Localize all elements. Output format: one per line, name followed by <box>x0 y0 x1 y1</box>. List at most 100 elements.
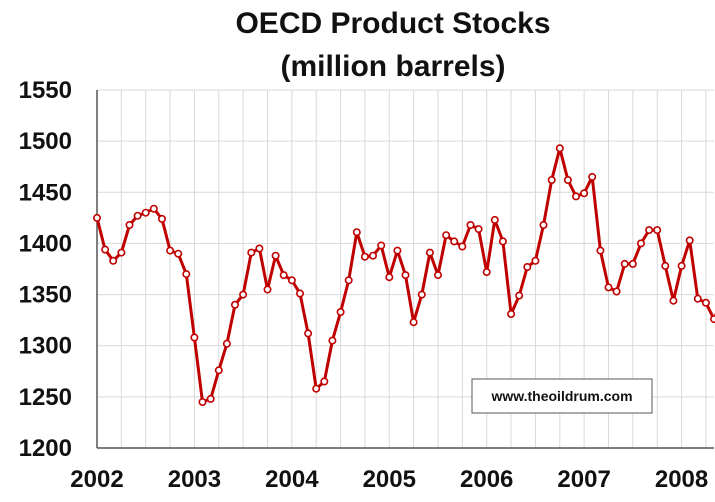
data-point <box>677 261 686 270</box>
data-point <box>425 248 434 257</box>
data-point <box>287 276 296 285</box>
data-point <box>645 226 654 235</box>
data-point <box>669 296 678 305</box>
data-point <box>490 215 499 224</box>
y-tick-label: 1250 <box>19 384 72 411</box>
data-point <box>117 248 126 257</box>
data-point <box>125 221 134 230</box>
data-point <box>474 225 483 234</box>
data-point <box>158 214 167 223</box>
data-point <box>612 287 621 296</box>
data-point <box>368 251 377 260</box>
data-point <box>433 271 442 280</box>
x-tick-label: 2007 <box>557 466 610 493</box>
data-point <box>588 172 597 181</box>
series-line <box>95 146 715 404</box>
data-point <box>360 252 369 261</box>
data-point <box>377 241 386 250</box>
series-oecd-product-stocks <box>93 144 715 406</box>
data-point <box>596 246 605 255</box>
data-point <box>231 300 240 309</box>
x-tick-label: 2006 <box>460 466 513 493</box>
data-point <box>239 290 248 299</box>
data-point <box>539 221 548 230</box>
data-point <box>109 256 118 265</box>
data-point <box>401 271 410 280</box>
y-tick-label: 1350 <box>19 282 72 309</box>
y-tick-label: 1500 <box>19 128 72 155</box>
data-point <box>198 397 207 406</box>
x-tick-label: 2004 <box>265 466 319 493</box>
data-point <box>166 246 175 255</box>
x-tick-label: 2005 <box>363 466 416 493</box>
axes <box>96 90 714 449</box>
data-point <box>182 270 191 279</box>
y-tick-label: 1200 <box>19 435 72 462</box>
data-point <box>604 283 613 292</box>
data-point <box>255 244 264 253</box>
data-point <box>710 315 715 324</box>
data-point <box>393 246 402 255</box>
data-point <box>336 307 345 316</box>
data-point <box>531 256 540 265</box>
data-point <box>620 259 629 268</box>
data-point <box>149 204 158 213</box>
data-point <box>661 261 670 270</box>
data-point <box>515 291 524 300</box>
x-axis-tick-labels: 2002 2003 2004 2005 2006 2007 2008 <box>70 466 708 493</box>
data-point <box>458 242 467 251</box>
data-point <box>450 237 459 246</box>
y-axis-tick-labels: 1200 1250 1300 1350 1400 1450 1500 1550 <box>19 77 72 462</box>
watermark-label: www.theoildrum.com <box>490 388 632 404</box>
data-point <box>417 290 426 299</box>
data-point <box>133 211 142 220</box>
data-point <box>563 176 572 185</box>
data-point <box>628 259 637 268</box>
data-point <box>279 271 288 280</box>
data-point <box>352 228 361 237</box>
data-point <box>304 329 313 338</box>
data-point <box>482 268 491 277</box>
x-tick-label: 2003 <box>168 466 221 493</box>
data-point <box>507 309 516 318</box>
data-point <box>653 226 662 235</box>
data-point <box>685 236 694 245</box>
data-point <box>101 245 110 254</box>
data-point <box>636 239 645 248</box>
data-point <box>701 298 710 307</box>
data-point <box>93 213 102 222</box>
data-point <box>271 251 280 260</box>
chart-title-line1: OECD Product Stocks <box>235 7 550 40</box>
data-point <box>498 237 507 246</box>
data-point <box>344 276 353 285</box>
data-point <box>385 273 394 282</box>
y-tick-label: 1550 <box>19 77 72 104</box>
data-point <box>190 333 199 342</box>
data-point <box>571 192 580 201</box>
data-point <box>312 384 321 393</box>
data-point <box>263 285 272 294</box>
data-point <box>174 249 183 258</box>
data-point <box>523 262 532 271</box>
data-point <box>295 289 304 298</box>
data-point <box>555 144 564 153</box>
data-point <box>206 394 215 403</box>
data-point <box>141 208 150 217</box>
data-point <box>247 248 256 257</box>
x-tick-label: 2008 <box>655 466 708 493</box>
data-point <box>547 176 556 185</box>
data-point <box>214 366 223 375</box>
data-point <box>580 189 589 198</box>
x-tick-label: 2002 <box>70 466 123 493</box>
data-point <box>222 339 231 348</box>
data-point <box>328 336 337 345</box>
data-point <box>693 294 702 303</box>
data-point <box>409 318 418 327</box>
data-point <box>466 221 475 230</box>
y-tick-label: 1300 <box>19 333 72 360</box>
watermark-border <box>471 378 653 414</box>
chart-title-line2: (million barrels) <box>280 50 505 83</box>
y-tick-label: 1400 <box>19 230 72 257</box>
